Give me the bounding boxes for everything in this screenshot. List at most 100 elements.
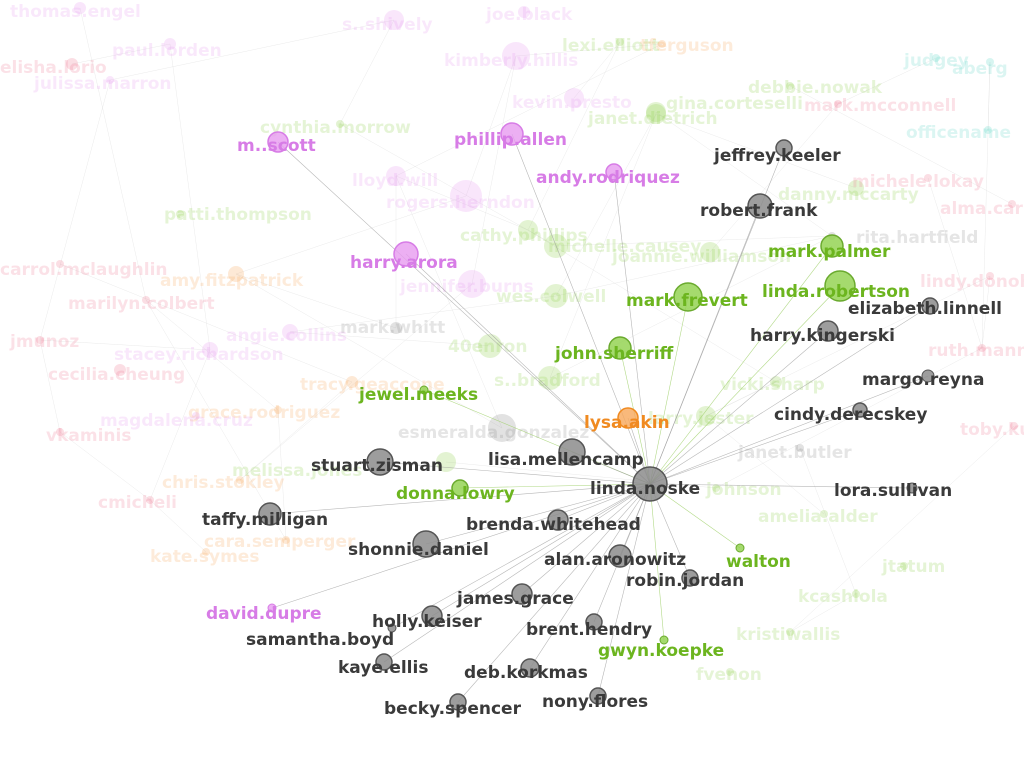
node-label-chris-stokley[interactable]: chris.stokley — [162, 473, 285, 493]
node-label-donna-lowry[interactable]: donna.lowry — [396, 484, 515, 504]
node-amy-fitzpatrick[interactable] — [228, 266, 244, 282]
node-john-sherriff[interactable] — [608, 336, 632, 360]
node-label-vicki-sharp[interactable]: vicki.sharp — [720, 375, 825, 395]
node-label-stacey-richardson[interactable]: stacey.richardson — [114, 345, 284, 365]
node-lysa-akin[interactable] — [617, 407, 639, 429]
node-label-thomas-engel[interactable]: thomas.engel — [10, 2, 141, 22]
node-label-jewel-meeks[interactable]: jewel.meeks — [358, 385, 478, 405]
node-brent-hendry[interactable] — [585, 613, 603, 631]
node-lora-sullivan[interactable] — [906, 482, 918, 494]
node-rogers-herndon[interactable] — [450, 180, 482, 212]
node-robert-frank[interactable] — [747, 193, 773, 219]
node-label-cynthia-morrow[interactable]: cynthia.morrow — [260, 118, 411, 138]
node-stacey-richardson[interactable] — [202, 342, 218, 358]
node-cara-semperger[interactable] — [282, 536, 290, 544]
node-label-holly-keiser[interactable]: holly.keiser — [372, 612, 482, 632]
node-label-samantha-boyd[interactable]: samantha.boyd — [246, 630, 394, 650]
node-label-grace-rodriguez[interactable]: grace.rodriguez — [188, 403, 340, 423]
node-gwyn-koepke[interactable] — [659, 635, 669, 645]
node-label-marilyn-colbert[interactable]: marilyn.colbert — [68, 294, 215, 314]
node-nony-flores[interactable] — [589, 687, 607, 705]
node-label-jennifer-burns[interactable]: jennifer.burns — [399, 277, 534, 297]
node-label-kristiwallis[interactable]: kristiwallis — [736, 625, 840, 645]
node-label-michele-lokay[interactable]: michele.lokay — [852, 172, 984, 192]
node-label-kimberly-hillis[interactable]: kimberly.hillis — [444, 51, 578, 71]
node-label-amy-fitzpatrick[interactable]: amy.fitzpatrick — [160, 271, 304, 291]
node-label-aberg[interactable]: aberg — [952, 59, 1008, 79]
node-label-johnson[interactable]: johnson — [705, 480, 782, 500]
node-label-officename[interactable]: officename — [906, 123, 1011, 143]
node-donna-lowry[interactable] — [451, 479, 469, 497]
node-label-larry-jester[interactable]: larry.jester — [648, 409, 754, 429]
node-margo-reyna[interactable] — [921, 369, 935, 383]
node-alma-carrillo[interactable] — [1008, 200, 1016, 208]
node-label-s-bradford[interactable]: s..bradford — [494, 371, 601, 391]
node-label-joe-black[interactable]: joe.black — [485, 5, 573, 25]
node-label-brent-hendry[interactable]: brent.hendry — [526, 620, 652, 640]
node-mark-palmer[interactable] — [820, 234, 844, 258]
node-label-david-dupre[interactable]: david.dupre — [206, 604, 322, 624]
node-linda-noske[interactable] — [632, 466, 668, 502]
node-label-brenda-whitehead[interactable]: brenda.whitehead — [466, 515, 641, 535]
node-samantha-boyd[interactable] — [387, 623, 397, 633]
node-michele-lokay[interactable] — [924, 174, 932, 182]
node-label-wes-colwell[interactable]: wes.colwell — [496, 287, 606, 307]
node-label-cathy-phillips[interactable]: cathy.phillips — [460, 226, 588, 246]
node-paul-lorden[interactable] — [164, 38, 176, 50]
node-label-m-scott[interactable]: m..scott — [237, 136, 316, 156]
node-larry-jester[interactable] — [696, 406, 716, 426]
node-m-scott[interactable] — [267, 131, 289, 153]
node-40enron[interactable] — [478, 334, 502, 358]
node-label-michelle-cash[interactable]: michelle.causey — [548, 237, 701, 257]
node-label-margo-reyna[interactable]: margo.reyna — [862, 370, 984, 390]
node-label-ruth-mann[interactable]: ruth.mann — [928, 341, 1024, 361]
node-thomas-engel[interactable] — [74, 2, 86, 14]
node-david-dupre[interactable] — [267, 603, 277, 613]
node-esmeralda-gonzalez[interactable] — [488, 414, 516, 442]
node-label-becky-spencer[interactable]: becky.spencer — [384, 699, 522, 719]
node-label-linda-noske[interactable]: linda.noske — [590, 479, 700, 499]
node-label-lysa-akin[interactable]: lysa.akin — [584, 413, 670, 433]
node-stuart-zisman[interactable] — [366, 448, 394, 476]
node-toby-kuehl[interactable] — [1010, 422, 1018, 430]
node-lloyd-will[interactable] — [386, 166, 406, 186]
node-julissa-marron[interactable] — [106, 76, 114, 84]
node-chris-stokley[interactable] — [236, 476, 244, 484]
node-cmicheli[interactable] — [146, 496, 154, 504]
node-label-patti-thompson[interactable]: patti.thompson — [164, 205, 312, 225]
node-cecilia-cheung[interactable] — [114, 364, 126, 376]
node-kimberly-hillis[interactable] — [502, 42, 530, 70]
node-label-harry-arora[interactable]: harry.arora — [350, 253, 458, 273]
node-mark-mcconnell[interactable] — [834, 100, 842, 108]
node-label-carrol-mclaughlin[interactable]: carrol.mclaughlin — [0, 260, 168, 280]
node-label-stuart-zisman[interactable]: stuart.zisman — [311, 456, 443, 476]
node-gina-corteselli[interactable] — [646, 102, 666, 122]
node-lindy-donoho[interactable] — [986, 272, 994, 280]
node-label-kcashiola[interactable]: kcashiola — [798, 587, 888, 607]
node-danny-mccarty[interactable] — [848, 180, 864, 196]
node-judgey[interactable] — [932, 54, 940, 62]
node-label-amelia-alder[interactable]: amelia.alder — [758, 507, 878, 527]
node-label-alma-carrillo[interactable]: alma.carrillo — [940, 199, 1024, 219]
node-label-mark-palmer[interactable]: mark.palmer — [768, 242, 891, 262]
node-label-nony-flores[interactable]: nony.flores — [542, 692, 648, 712]
node-label-rogers-herndon[interactable]: rogers.herndon — [386, 193, 535, 213]
node-label-lloyd-will[interactable]: lloyd.will — [352, 171, 438, 191]
node-holly-keiser[interactable] — [421, 605, 443, 627]
node-label-taffy-milligan[interactable]: taffy.milligan — [202, 510, 328, 530]
node-wes-colwell[interactable] — [544, 284, 568, 308]
node-label-danny-mccarty[interactable]: danny.mccarty — [778, 185, 919, 205]
node-label-john-sherriff[interactable]: john.sherriff — [554, 344, 674, 364]
node-officename[interactable] — [984, 126, 992, 134]
node-johnson[interactable] — [712, 484, 720, 492]
node-label-gina-corteselli[interactable]: gina.corteselli — [666, 94, 803, 114]
node-magdalena-cruz[interactable] — [192, 412, 200, 420]
node-elisha-lorio[interactable] — [66, 58, 78, 70]
node-label-kevin-presto[interactable]: kevin.presto — [512, 93, 632, 113]
node-label-james-grace[interactable]: james.grace — [456, 589, 574, 609]
node-label-mark-frevert[interactable]: mark.frevert — [626, 291, 748, 311]
node-aberg[interactable] — [986, 58, 994, 66]
node-brenda-whitehead[interactable] — [547, 509, 569, 531]
node-label-alan-aronowitz[interactable]: alan.aronowitz — [544, 550, 686, 570]
node-label-julissa-marron[interactable]: julissa.marron — [33, 74, 172, 94]
